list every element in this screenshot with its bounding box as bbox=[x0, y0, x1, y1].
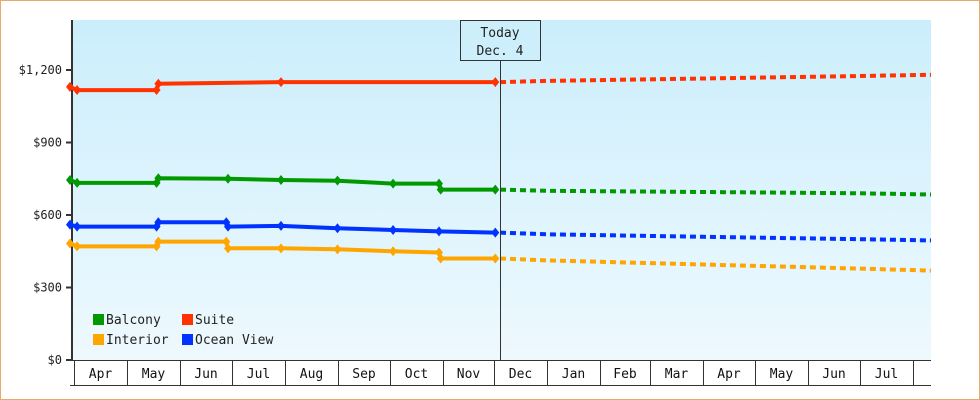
today-callout bbox=[460, 20, 541, 61]
legend-swatch bbox=[182, 314, 193, 325]
y-tick-label: $600 bbox=[33, 208, 62, 222]
legend-item-suite[interactable]: Suite bbox=[182, 313, 234, 328]
data-point-marker[interactable] bbox=[333, 175, 342, 186]
x-axis: Apr May Jun Jul Aug Sep Oct Nov Dec Jan Feb Mar Apr M… bbox=[70, 360, 931, 386]
legend-swatch bbox=[182, 334, 193, 345]
data-point-marker[interactable] bbox=[224, 221, 232, 232]
data-point-marker[interactable] bbox=[154, 78, 163, 89]
y-tick-label: $0 bbox=[48, 353, 62, 367]
x-month-label: Jun bbox=[822, 367, 845, 382]
x-month-label: Jan bbox=[562, 367, 585, 382]
data-point-marker[interactable] bbox=[491, 253, 500, 264]
data-point-marker[interactable] bbox=[436, 253, 445, 264]
x-month-label: Apr bbox=[89, 367, 113, 382]
data-point-marker[interactable] bbox=[73, 177, 82, 188]
data-point-marker[interactable] bbox=[66, 219, 74, 230]
legend-label: Suite bbox=[195, 313, 234, 328]
data-point-marker[interactable] bbox=[277, 243, 285, 254]
data-point-marker[interactable] bbox=[436, 184, 445, 195]
series-suite bbox=[66, 72, 932, 96]
x-month-label: Feb bbox=[613, 367, 637, 382]
x-month-label: Jul bbox=[247, 367, 270, 382]
data-point-marker[interactable] bbox=[333, 223, 342, 234]
today-date-label: Dec. 4 bbox=[477, 44, 524, 59]
legend-swatch bbox=[93, 334, 104, 345]
legend-label: Balcony bbox=[106, 313, 161, 328]
data-point-marker[interactable] bbox=[277, 77, 285, 88]
legend-label: Ocean View bbox=[195, 333, 273, 348]
series-balcony bbox=[66, 173, 932, 197]
data-point-marker[interactable] bbox=[491, 77, 500, 88]
x-month-label: May bbox=[770, 367, 794, 382]
legend-label: Interior bbox=[106, 333, 169, 348]
data-point-marker[interactable] bbox=[154, 236, 163, 247]
legend-item-balcony[interactable]: Balcony bbox=[93, 313, 161, 328]
legend-swatch bbox=[93, 314, 104, 325]
data-point-marker[interactable] bbox=[154, 173, 163, 184]
x-month-label: Nov bbox=[457, 367, 481, 382]
x-month-label: Jun bbox=[194, 367, 217, 382]
data-point-marker[interactable] bbox=[73, 85, 82, 96]
y-axis: $0 $300 $600 $900 $1,200 bbox=[19, 20, 73, 367]
data-point-marker[interactable] bbox=[389, 246, 398, 257]
series-interior bbox=[66, 236, 932, 273]
data-point-marker[interactable] bbox=[491, 227, 500, 238]
today-marker: Today Dec. 4 bbox=[460, 20, 541, 361]
data-point-marker[interactable] bbox=[66, 174, 74, 185]
x-month-label: Oct bbox=[405, 367, 428, 382]
data-point-marker[interactable] bbox=[277, 174, 285, 185]
y-tick-label: $900 bbox=[33, 136, 62, 150]
data-point-marker[interactable] bbox=[389, 224, 398, 235]
y-tick-label: $300 bbox=[33, 281, 62, 295]
legend-item-ocean-view[interactable]: Ocean View bbox=[182, 333, 273, 348]
data-point-marker[interactable] bbox=[435, 247, 443, 258]
y-tick-label: $1,200 bbox=[19, 63, 62, 77]
series-ocean-view bbox=[66, 217, 932, 243]
data-point-marker[interactable] bbox=[66, 238, 74, 249]
legend: Balcony Suite Interior Ocean View bbox=[93, 313, 273, 348]
data-point-marker[interactable] bbox=[224, 243, 232, 254]
data-point-marker[interactable] bbox=[389, 178, 398, 189]
series-layer bbox=[66, 72, 932, 273]
legend-item-interior[interactable]: Interior bbox=[93, 333, 169, 348]
data-point-marker[interactable] bbox=[73, 221, 82, 232]
data-point-marker[interactable] bbox=[224, 173, 232, 184]
data-point-marker[interactable] bbox=[154, 217, 163, 228]
x-month-label: Jul bbox=[875, 367, 898, 382]
x-month-label: Mar bbox=[665, 367, 689, 382]
data-point-marker[interactable] bbox=[73, 241, 82, 252]
data-point-marker[interactable] bbox=[435, 226, 443, 237]
today-label: Today bbox=[480, 26, 519, 41]
x-month-label: Apr bbox=[717, 367, 741, 382]
x-month-label: Sep bbox=[352, 367, 376, 382]
data-point-marker[interactable] bbox=[277, 220, 285, 231]
x-month-label: Aug bbox=[300, 367, 323, 382]
data-point-marker[interactable] bbox=[491, 184, 500, 195]
data-point-marker[interactable] bbox=[333, 244, 342, 255]
x-month-label: Dec bbox=[509, 367, 532, 382]
x-month-label: May bbox=[142, 367, 166, 382]
data-point-marker[interactable] bbox=[66, 81, 74, 92]
